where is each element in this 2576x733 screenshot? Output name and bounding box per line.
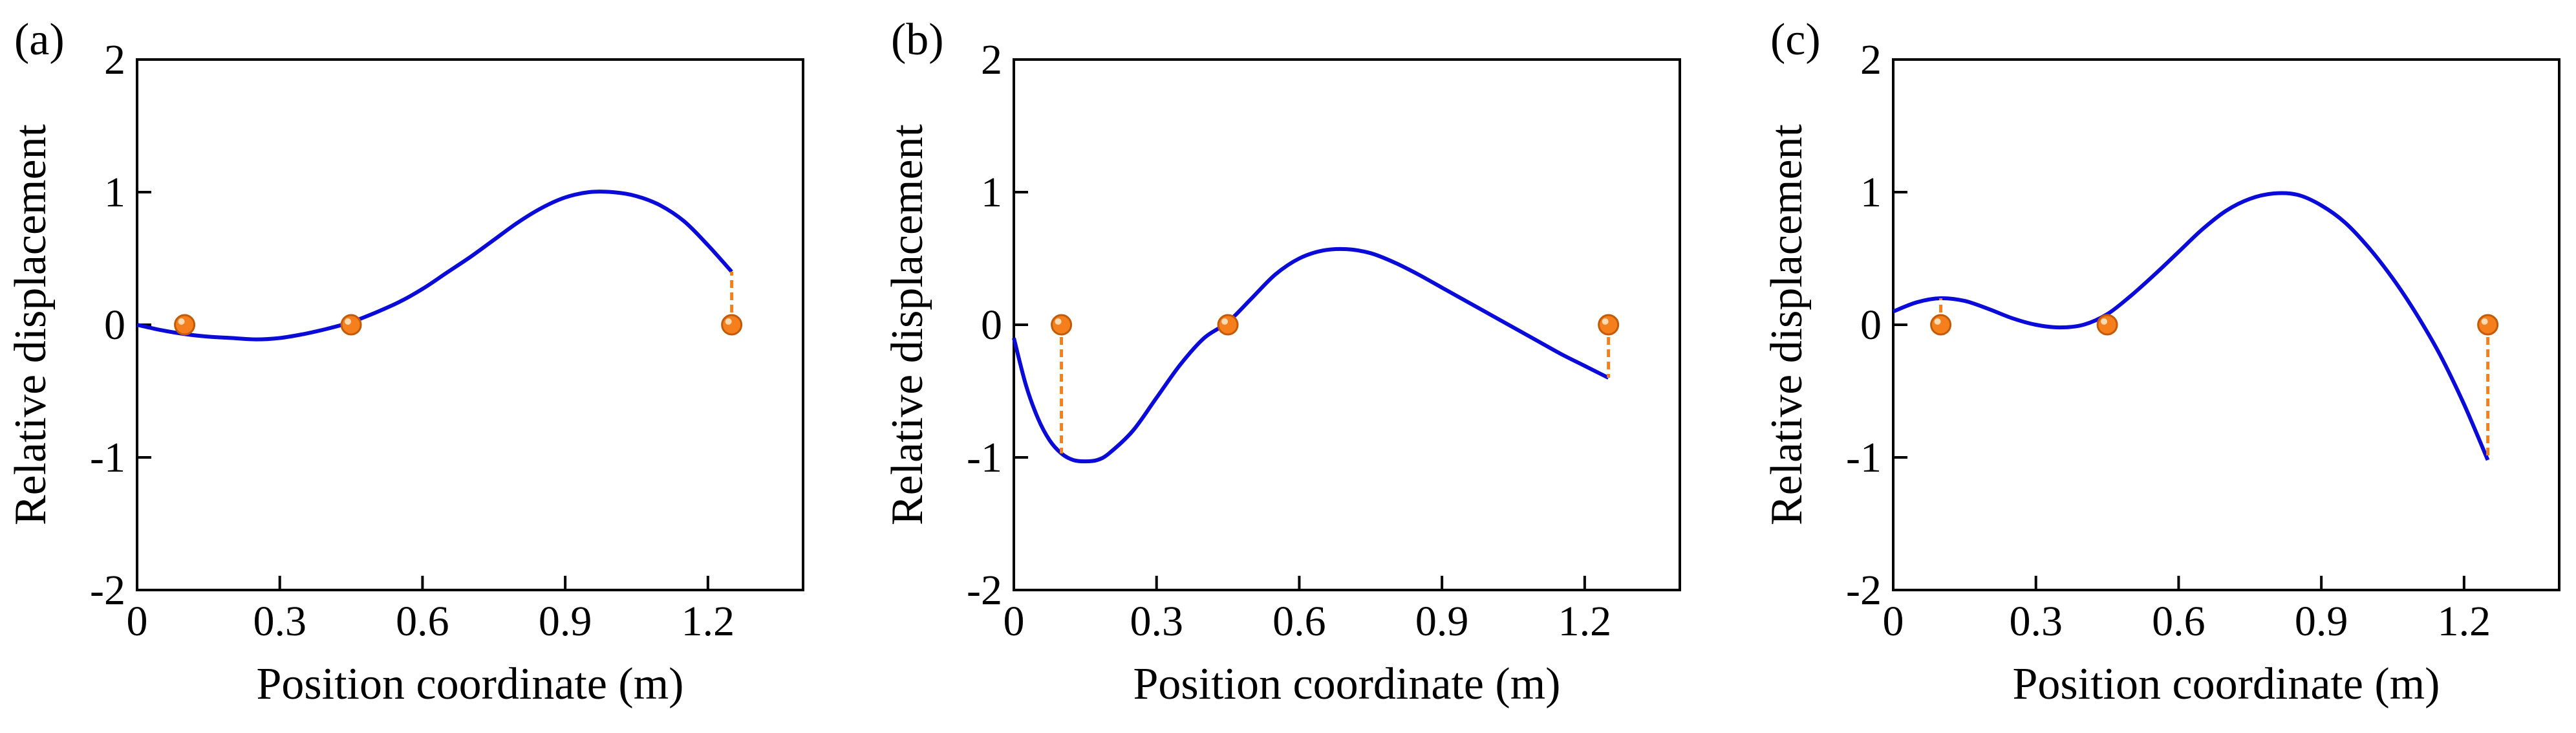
y-axis-title: Relative displacement (6, 124, 56, 525)
y-tick-label-0: -2 (90, 567, 125, 614)
panel-c: 0 0.3 0.6 0.9 1.2 -2 -1 0 1 2 Position c… (1762, 15, 2560, 709)
y-tick-label-4: 2 (981, 36, 1002, 83)
tick-labels: 0 0.3 0.6 0.9 1.2 -2 -1 0 1 2 (90, 36, 735, 645)
x-axis-title: Position coordinate (m) (2012, 659, 2440, 709)
y-tick-label-0: -2 (1846, 567, 1882, 614)
y-tick-label-2: 0 (981, 301, 1002, 349)
panel-label: (b) (891, 15, 944, 65)
y-tick-label-3: 1 (104, 169, 125, 216)
x-tick-label-1: 0.3 (2009, 598, 2063, 645)
support-marker-highlight-0 (1934, 318, 1941, 325)
support-markers (174, 314, 743, 336)
panel-a: 0 0.3 0.6 0.9 1.2 -2 -1 0 1 2 Position c… (6, 15, 804, 709)
support-marker-1 (2096, 314, 2118, 336)
x-tick-label-2: 0.6 (396, 598, 449, 645)
x-tick-label-3: 0.9 (1415, 598, 1469, 645)
panel-label: (c) (1770, 15, 1821, 65)
x-axis-title: Position coordinate (m) (1133, 659, 1560, 709)
y-tick-label-1: -1 (1846, 434, 1882, 481)
support-marker-1 (1217, 314, 1239, 336)
support-marker-highlight-2 (1602, 318, 1609, 325)
plot-area-frame (136, 58, 804, 591)
y-tick-label-1: -1 (90, 434, 125, 481)
x-tick-label-3: 0.9 (539, 598, 592, 645)
support-marker-0 (174, 314, 196, 336)
x-tick-label-3: 0.9 (2295, 598, 2348, 645)
support-marker-highlight-2 (2481, 318, 2488, 325)
support-marker-0 (1051, 314, 1073, 336)
y-tick-label-4: 2 (1860, 36, 1882, 83)
x-tick-label-2: 0.6 (2152, 598, 2206, 645)
axis-ticks (136, 58, 709, 591)
y-tick-label-4: 2 (104, 36, 125, 83)
support-marker-highlight-2 (725, 318, 732, 325)
panel-b: 0 0.3 0.6 0.9 1.2 -2 -1 0 1 2 Position c… (883, 15, 1681, 709)
support-marker-1 (340, 314, 362, 336)
x-tick-label-4: 1.2 (1558, 598, 1612, 645)
y-axis-title: Relative displacement (883, 124, 932, 525)
y-tick-label-2: 0 (104, 301, 125, 349)
support-marker-0 (1930, 314, 1952, 336)
mode-shape-curve (1012, 246, 1609, 464)
x-tick-label-1: 0.3 (1130, 598, 1183, 645)
x-tick-label-0: 0 (1883, 598, 1904, 645)
x-tick-label-4: 1.2 (2438, 598, 2491, 645)
tick-labels: 0 0.3 0.6 0.9 1.2 -2 -1 0 1 2 (1846, 36, 2491, 645)
x-tick-label-0: 0 (1004, 598, 1025, 645)
mode-shape-curve (136, 190, 733, 342)
mode-shape-curve (1892, 191, 2490, 461)
x-tick-label-0: 0 (127, 598, 148, 645)
y-tick-label-2: 0 (1860, 301, 1882, 349)
x-tick-label-1: 0.3 (253, 598, 306, 645)
panel-label: (a) (14, 15, 65, 65)
axis-ticks (1892, 58, 2465, 591)
plot-area-frame (1892, 58, 2560, 591)
y-axis-title: Relative displacement (1762, 124, 1812, 525)
support-marker-2 (2477, 314, 2499, 336)
x-axis-title: Position coordinate (m) (256, 659, 683, 709)
y-tick-label-3: 1 (1860, 169, 1882, 216)
y-tick-label-3: 1 (981, 169, 1002, 216)
support-marker-highlight-1 (2101, 318, 2108, 325)
support-marker-highlight-1 (345, 318, 352, 325)
support-markers (1930, 314, 2499, 336)
marker-connectors (1060, 325, 1611, 454)
support-marker-highlight-0 (1055, 318, 1062, 325)
support-marker-highlight-0 (178, 318, 185, 325)
y-tick-label-0: -2 (967, 567, 1002, 614)
axis-ticks (1013, 58, 1586, 591)
support-marker-2 (721, 314, 743, 336)
tick-labels: 0 0.3 0.6 0.9 1.2 -2 -1 0 1 2 (967, 36, 1611, 645)
support-marker-2 (1598, 314, 1620, 336)
support-markers (1051, 314, 1620, 336)
support-marker-highlight-1 (1221, 318, 1229, 325)
y-tick-label-1: -1 (967, 434, 1002, 481)
plot-area-frame (1013, 58, 1681, 591)
x-tick-label-4: 1.2 (682, 598, 735, 645)
x-tick-label-2: 0.6 (1272, 598, 1326, 645)
